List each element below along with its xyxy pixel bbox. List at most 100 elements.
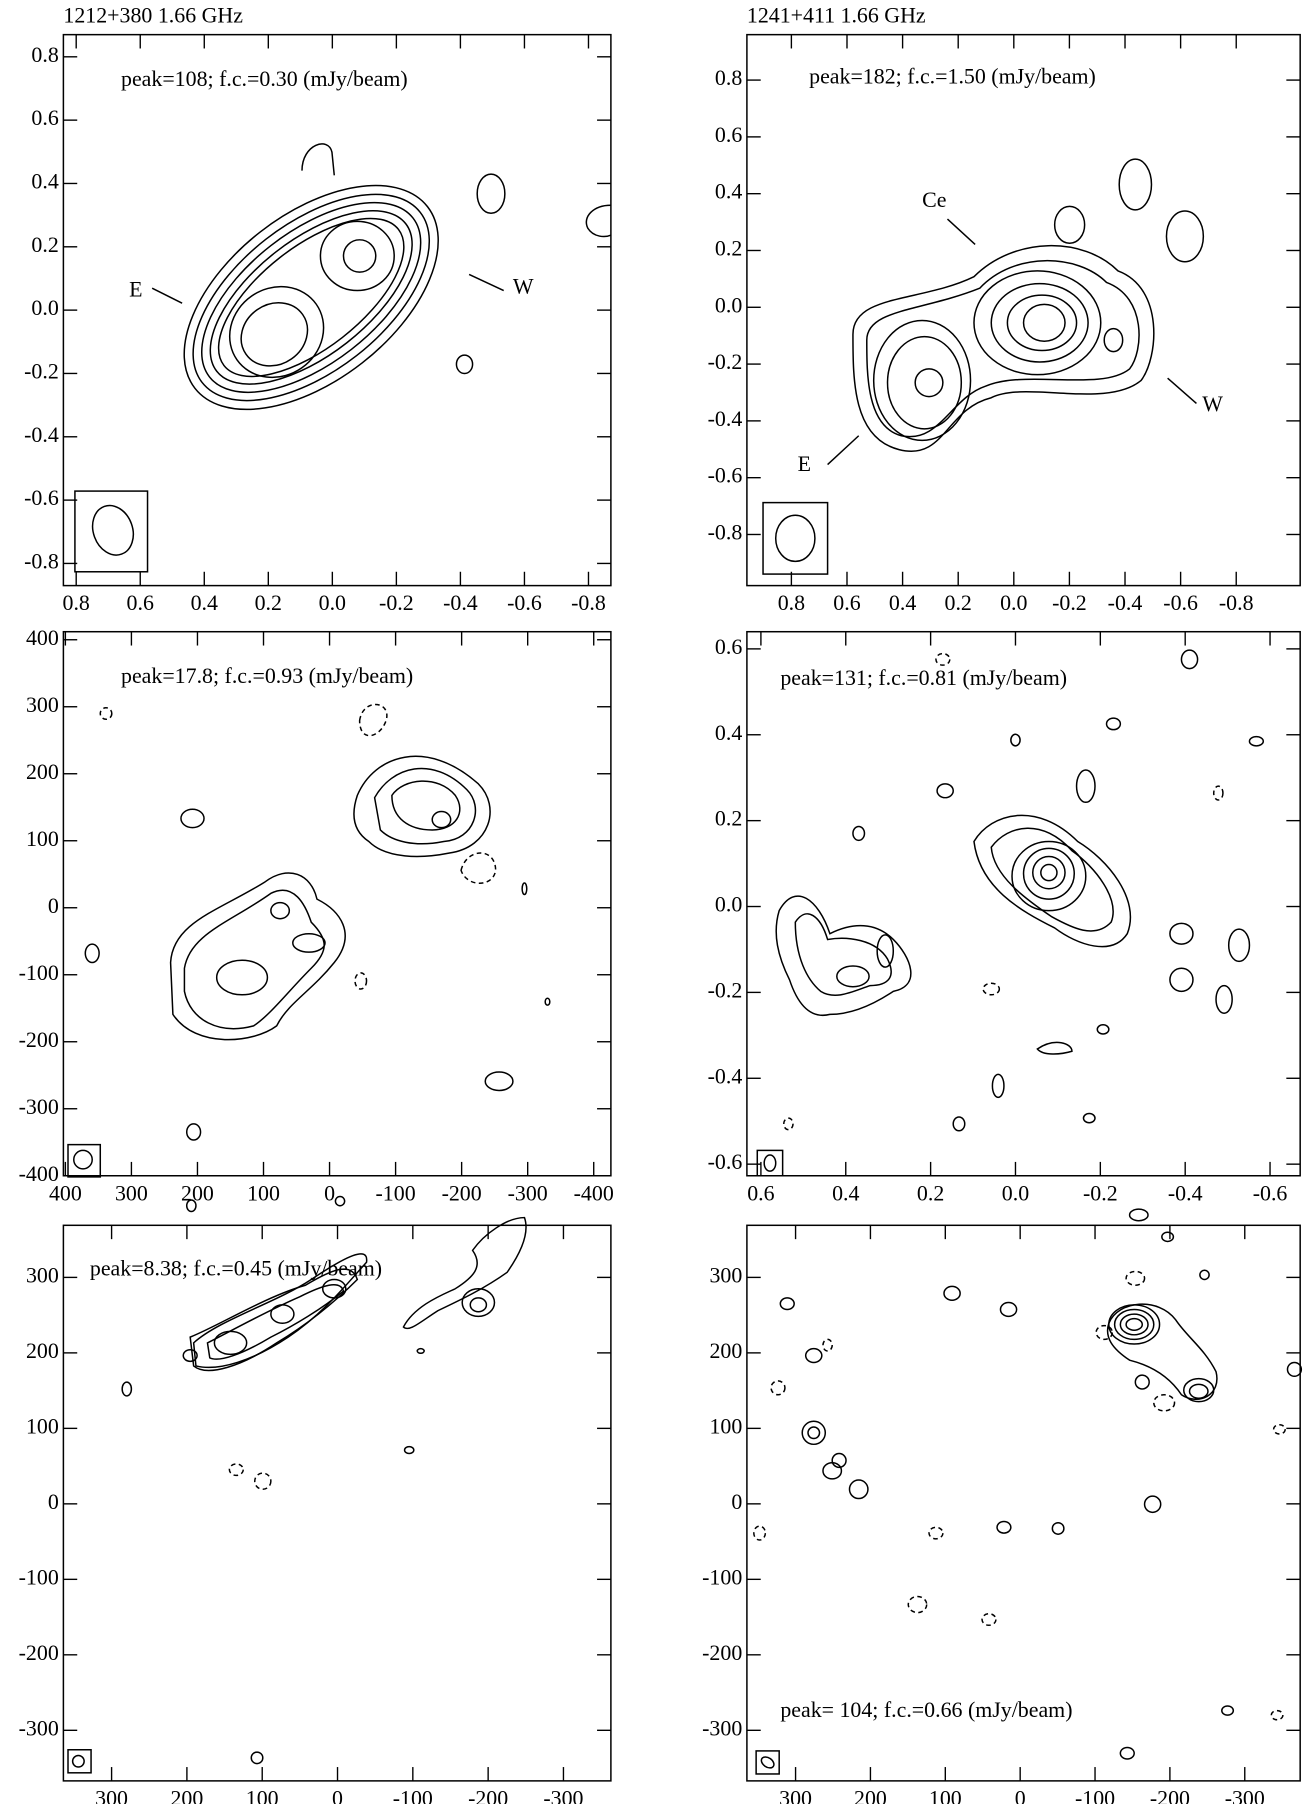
- x-tick-label: 200: [170, 1786, 203, 1804]
- y-tick-label: 0.0: [715, 292, 742, 317]
- y-tick-label: 200: [26, 759, 59, 784]
- y-tick-label: -0.4: [708, 1063, 743, 1088]
- x-tick-label: 0.4: [889, 590, 916, 615]
- x-tick-label: 0: [1015, 1786, 1026, 1804]
- x-tick-label: 0.6: [833, 590, 860, 615]
- y-tick-label: -300: [19, 1715, 59, 1740]
- y-tick-label: 200: [709, 1338, 742, 1363]
- annotation: peak=8.38; f.c.=0.45 (mJy/beam): [90, 1255, 382, 1280]
- y-tick-label: -0.2: [708, 977, 743, 1002]
- x-tick-label: -0.4: [1108, 590, 1143, 615]
- contours: [75, 141, 611, 572]
- x-tick-label: 300: [95, 1786, 128, 1804]
- annotation: W: [1202, 391, 1223, 416]
- figure: 1212+380 1.66 GHz peak=108; f.c.=0.30 (m…: [0, 0, 1314, 1804]
- x-tick-label: 100: [246, 1786, 279, 1804]
- x-tick-label: -300: [1225, 1786, 1265, 1804]
- x-tick-label: -200: [1150, 1786, 1190, 1804]
- x-tick-label: -200: [468, 1786, 508, 1804]
- y-tick-label: 100: [26, 826, 59, 851]
- annotation: E: [129, 277, 142, 302]
- x-tick-label: 100: [247, 1180, 280, 1205]
- x-tick-label: 100: [929, 1786, 962, 1804]
- x-tick-label: -300: [543, 1786, 583, 1804]
- plot-frame: [63, 632, 611, 1176]
- x-tick-label: -0.2: [1083, 1180, 1118, 1205]
- x-tick-label: 300: [115, 1180, 148, 1205]
- y-tick-label: 100: [26, 1413, 59, 1438]
- x-tick-label: -100: [376, 1180, 416, 1205]
- y-tick-label: -100: [19, 960, 59, 985]
- x-tick-label: -0.2: [1052, 590, 1087, 615]
- y-tick-label: 0: [48, 893, 59, 918]
- y-tick-label: 200: [26, 1338, 59, 1363]
- x-tick-label: 0.6: [747, 1180, 774, 1205]
- y-tick-label: -0.4: [24, 422, 59, 447]
- annotation: W: [513, 273, 534, 298]
- x-tick-label: 0.4: [832, 1180, 859, 1205]
- y-tick-label: 0.0: [715, 892, 742, 917]
- annotation: E: [798, 451, 811, 476]
- x-tick-label: 0.0: [319, 590, 346, 615]
- contours: [754, 1209, 1302, 1774]
- x-tick-label: -0.8: [1219, 590, 1254, 615]
- plot-frame: [63, 1225, 611, 1781]
- y-tick-label: 0.4: [715, 720, 742, 745]
- y-tick-label: -200: [19, 1027, 59, 1052]
- annotation: peak=131; f.c.=0.81 (mJy/beam): [780, 665, 1067, 690]
- y-tick-label: 0.2: [715, 806, 742, 831]
- y-tick-label: 300: [26, 1262, 59, 1287]
- y-tick-label: 0.6: [715, 634, 742, 659]
- annotation: Ce: [922, 187, 946, 212]
- y-tick-label: 0.8: [31, 42, 58, 67]
- x-tick-label: -0.6: [1163, 590, 1198, 615]
- y-tick-label: -0.6: [24, 485, 59, 510]
- x-tick-label: 0.8: [778, 590, 805, 615]
- x-tick-label: 0.6: [127, 590, 154, 615]
- x-tick-label: -0.4: [443, 590, 478, 615]
- y-tick-label: 0.6: [31, 105, 58, 130]
- y-tick-label: 0: [731, 1489, 742, 1514]
- plot-frame: [747, 632, 1300, 1176]
- x-tick-label: 0: [324, 1180, 335, 1205]
- panel-title: 1212+380 1.66 GHz: [63, 2, 243, 27]
- y-tick-label: 0.4: [31, 168, 58, 193]
- annotation: peak=17.8; f.c.=0.93 (mJy/beam): [121, 663, 413, 688]
- x-tick-label: 200: [181, 1180, 214, 1205]
- x-tick-label: -0.6: [507, 590, 542, 615]
- x-tick-label: -0.4: [1168, 1180, 1203, 1205]
- page: {"chart_data": [ {"type": "contour", "ti…: [0, 0, 1314, 1804]
- y-tick-label: 300: [709, 1262, 742, 1287]
- annotation: peak= 104; f.c.=0.66 (mJy/beam): [780, 1697, 1072, 1722]
- y-tick-label: -0.4: [708, 406, 743, 431]
- x-tick-label: -0.2: [379, 590, 414, 615]
- x-tick-label: -0.6: [1253, 1180, 1288, 1205]
- contours: [763, 159, 1203, 574]
- x-tick-label: 0.8: [63, 590, 90, 615]
- leader-lines: [152, 219, 1196, 465]
- x-tick-label: 0.0: [1000, 590, 1027, 615]
- annotation: peak=182; f.c.=1.50 (mJy/beam): [809, 63, 1096, 88]
- contours: [68, 1196, 526, 1772]
- y-tick-label: 0.4: [715, 179, 742, 204]
- x-tick-label: 0.0: [1002, 1180, 1029, 1205]
- x-tick-label: 0.4: [191, 590, 218, 615]
- panel-title: 1241+411 1.66 GHz: [747, 2, 926, 27]
- x-tick-label: -200: [442, 1180, 482, 1205]
- y-tick-label: -0.6: [708, 463, 743, 488]
- y-tick-label: -100: [702, 1564, 742, 1589]
- y-tick-label: 0.2: [715, 236, 742, 261]
- y-tick-label: -0.2: [708, 349, 743, 374]
- y-tick-label: 0.0: [31, 295, 58, 320]
- x-tick-label: -100: [393, 1786, 433, 1804]
- y-tick-label: -0.8: [24, 548, 59, 573]
- x-tick-label: 0: [332, 1786, 343, 1804]
- y-tick-label: -200: [19, 1640, 59, 1665]
- y-tick-label: 0.2: [31, 232, 58, 257]
- x-tick-label: 0.2: [945, 590, 972, 615]
- x-tick-label: -300: [508, 1180, 548, 1205]
- y-tick-label: -0.2: [24, 358, 59, 383]
- y-tick-label: 300: [26, 692, 59, 717]
- x-tick-label: 300: [779, 1786, 812, 1804]
- y-tick-label: -200: [702, 1640, 742, 1665]
